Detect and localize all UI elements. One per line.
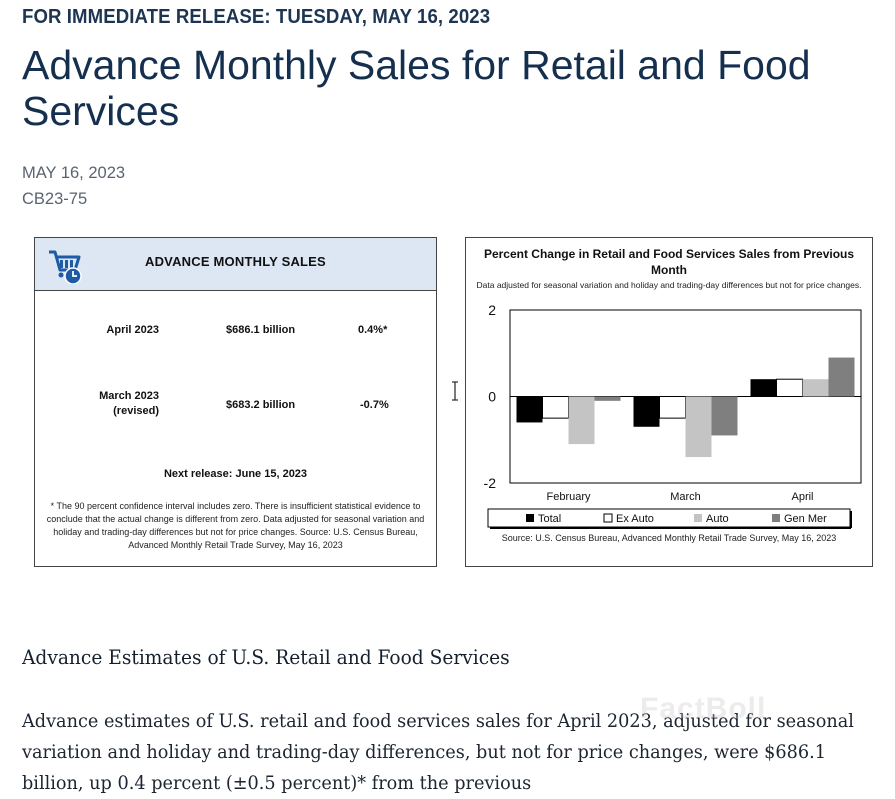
bar-gen-mer: [711, 396, 738, 436]
row-change-march: -0.7%: [360, 399, 389, 411]
legend-swatch: [772, 514, 780, 522]
advance-monthly-sales-panel: ADVANCE MONTHLY SALES April 2023 $686.1 …: [34, 237, 437, 567]
bar-gen-mer: [594, 396, 621, 401]
release-line: FOR IMMEDIATE RELEASE: TUESDAY, MAY 16, …: [22, 6, 491, 28]
release-date: MAY 16, 2023: [22, 164, 126, 182]
chart-source: Source: U.S. Census Bureau, Advanced Mon…: [501, 533, 837, 543]
legend-swatch: [526, 514, 534, 522]
sales-panel-header: ADVANCE MONTHLY SALES: [35, 238, 436, 291]
bar-auto: [802, 379, 829, 397]
percent-change-chart-panel: Percent Change in Retail and Food Servic…: [465, 237, 873, 567]
row-value-march: $683.2 billion: [226, 399, 296, 411]
row-value-april: $686.1 billion: [226, 324, 296, 336]
legend-label: Auto: [706, 513, 729, 525]
x-category-label: March: [670, 491, 701, 503]
x-category-label: February: [546, 491, 591, 503]
percent-change-bar-chart: 2 0 -2 February March April Total Ex Auto Auto Ge…: [484, 302, 862, 529]
legend-label: Ex Auto: [616, 513, 654, 525]
watermark-logo: FactBoll: [640, 692, 767, 725]
legend-swatch: [603, 513, 613, 523]
text-cursor-icon: [452, 381, 458, 401]
legend-swatch: [694, 514, 702, 522]
y-tick-label: 0: [488, 389, 496, 405]
section-heading: Advance Estimates of U.S. Retail and Foo…: [22, 645, 510, 669]
row-label-march: March 2023: [99, 390, 159, 402]
bar-total: [516, 396, 543, 423]
bar-ex-auto: [776, 378, 803, 397]
row-label-march-revised: (revised): [113, 405, 159, 417]
next-release: Next release: June 15, 2023: [163, 468, 308, 480]
bar-ex-auto: [659, 396, 686, 419]
bar-auto: [568, 396, 595, 445]
x-category-label: April: [791, 491, 813, 503]
bar-total: [750, 379, 777, 397]
body-paragraph: Advance estimates of U.S. retail and foo…: [22, 710, 854, 794]
shopping-cart-clock-icon: [49, 250, 82, 284]
row-change-april: 0.4%*: [358, 324, 388, 336]
chart-subtitle: Data adjusted for seasonal variation and…: [476, 280, 862, 290]
sales-panel-title: ADVANCE MONTHLY SALES: [145, 254, 326, 269]
bar-auto: [685, 396, 712, 458]
bar-ex-auto: [542, 396, 569, 419]
row-label-april: April 2023: [106, 324, 159, 336]
page-title: Advance Monthly Sales for Retail and Foo…: [22, 42, 811, 134]
chart-title: Percent Change in Retail and Food Servic…: [483, 247, 855, 277]
sales-footnote: * The 90 percent confidence interval inc…: [46, 501, 425, 550]
y-tick-label: 2: [488, 302, 496, 318]
bar-total: [633, 396, 660, 427]
y-tick-label: -2: [484, 475, 497, 491]
legend-label: Gen Mer: [784, 513, 827, 525]
legend-label: Total: [538, 513, 561, 525]
bar-gen-mer: [828, 357, 855, 397]
release-code: CB23-75: [22, 190, 88, 208]
